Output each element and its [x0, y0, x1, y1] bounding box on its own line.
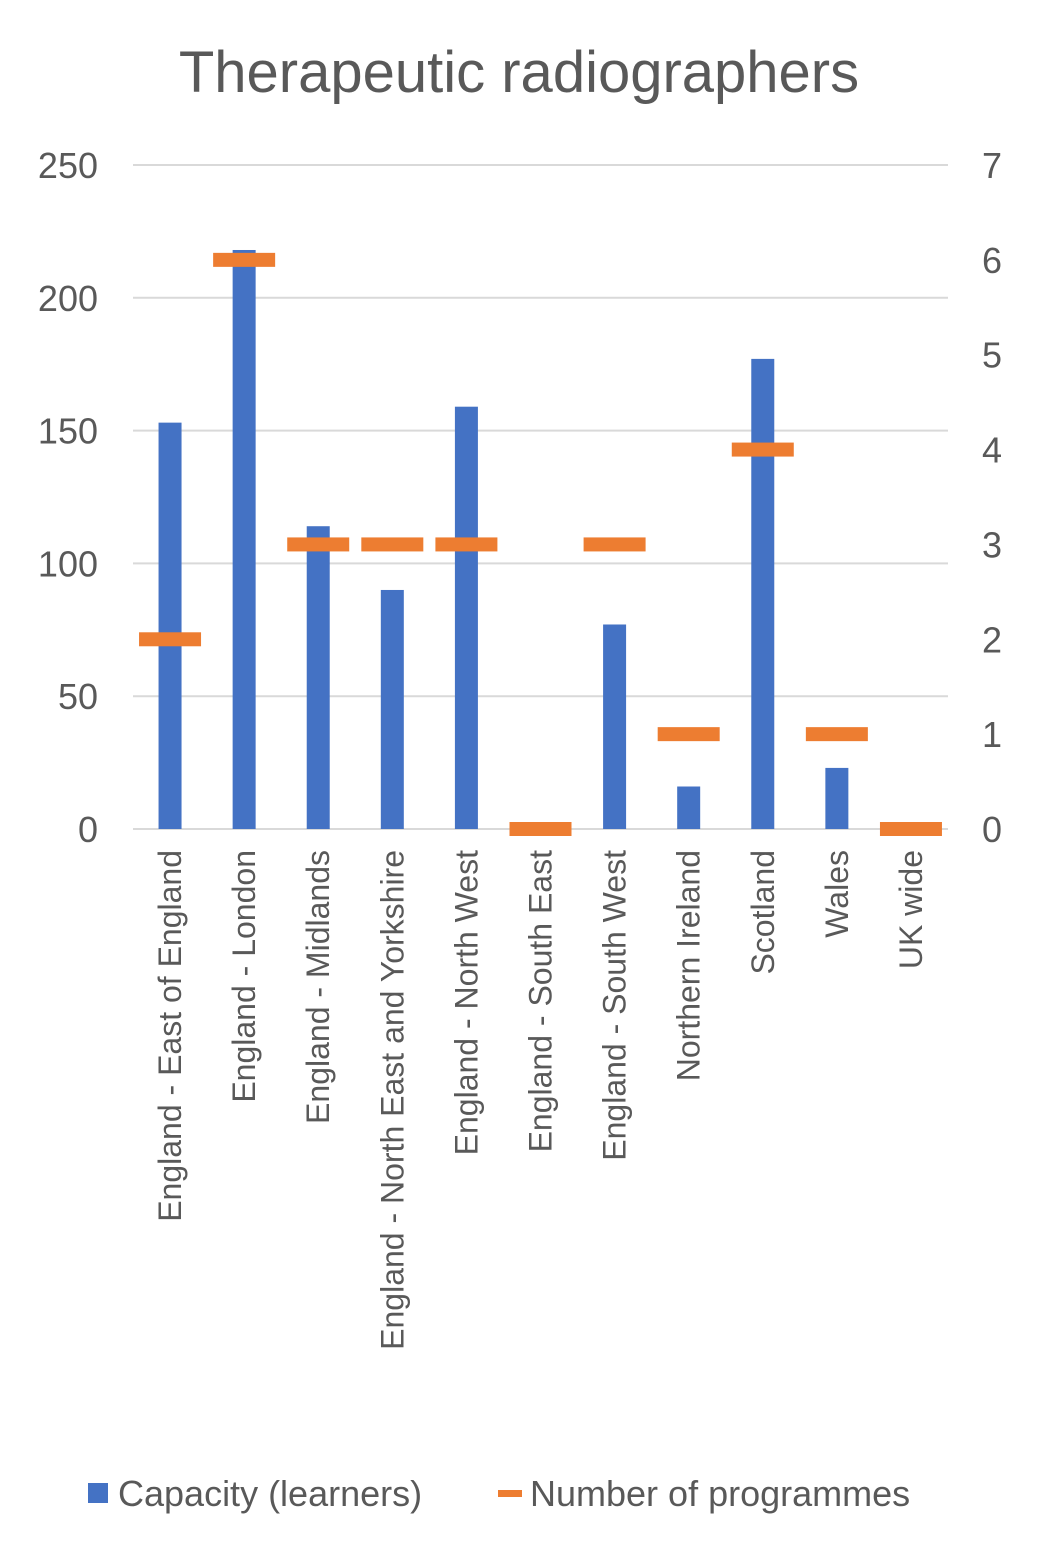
left-tick-label: 250 [38, 145, 98, 186]
category-label: UK wide [893, 850, 929, 969]
left-tick-label: 100 [38, 543, 98, 584]
right-tick-label: 4 [982, 430, 1002, 471]
left-tick-label: 200 [38, 278, 98, 319]
programme-marker [509, 822, 572, 836]
programme-markers [139, 252, 942, 836]
legend-swatch-programmes [498, 1490, 522, 1497]
capacity-bar [158, 422, 182, 829]
legend: Capacity (learners) Number of programmes [88, 1473, 910, 1514]
capacity-bar [603, 624, 627, 829]
programme-marker [731, 442, 794, 457]
category-label: England - East of England [152, 850, 188, 1222]
capacity-bar [825, 767, 849, 829]
left-tick-label: 150 [38, 411, 98, 452]
programme-marker [139, 632, 202, 647]
right-tick-label: 5 [982, 335, 1002, 376]
right-tick-label: 2 [982, 619, 1002, 660]
programme-marker [435, 537, 498, 552]
capacity-bar [751, 358, 775, 829]
capacity-bar [677, 786, 701, 829]
capacity-bar [306, 526, 330, 829]
programme-marker [657, 727, 720, 742]
category-label: Northern Ireland [671, 850, 707, 1081]
right-tick-label: 0 [982, 809, 1002, 850]
programme-marker [287, 537, 350, 552]
left-tick-label: 50 [58, 676, 98, 717]
left-axis: 0 50 100 150 200 250 [38, 145, 98, 850]
right-tick-label: 6 [982, 240, 1002, 281]
programme-marker [213, 252, 276, 267]
right-tick-label: 3 [982, 524, 1002, 565]
programme-marker [361, 537, 424, 552]
gridlines [133, 164, 948, 830]
right-tick-label: 1 [982, 714, 1002, 755]
category-label: England - London [226, 850, 262, 1103]
category-labels: England - East of England England - Londo… [152, 850, 929, 1350]
programme-marker [583, 537, 646, 552]
category-label: England - Midlands [300, 850, 336, 1124]
capacity-bar [232, 249, 256, 829]
category-label: England - South East [523, 850, 559, 1153]
legend-swatch-capacity [88, 1483, 108, 1503]
category-label: England - South West [597, 850, 633, 1161]
category-label: Scotland [745, 850, 781, 975]
capacity-bar [454, 406, 478, 829]
programme-marker [805, 727, 868, 742]
chart-title: Therapeutic radiographers [179, 40, 859, 105]
capacity-bars [158, 249, 849, 829]
legend-label-programmes: Number of programmes [530, 1473, 910, 1514]
right-tick-label: 7 [982, 145, 1002, 186]
legend-label-capacity: Capacity (learners) [118, 1473, 422, 1514]
category-label: England - North East and Yorkshire [374, 850, 410, 1350]
programme-marker [879, 822, 942, 836]
right-axis: 0 1 2 3 4 5 6 7 [982, 145, 1002, 850]
category-label: Wales [819, 850, 855, 938]
capacity-bar [380, 589, 404, 829]
left-tick-label: 0 [78, 809, 98, 850]
category-label: England - North West [448, 850, 484, 1155]
